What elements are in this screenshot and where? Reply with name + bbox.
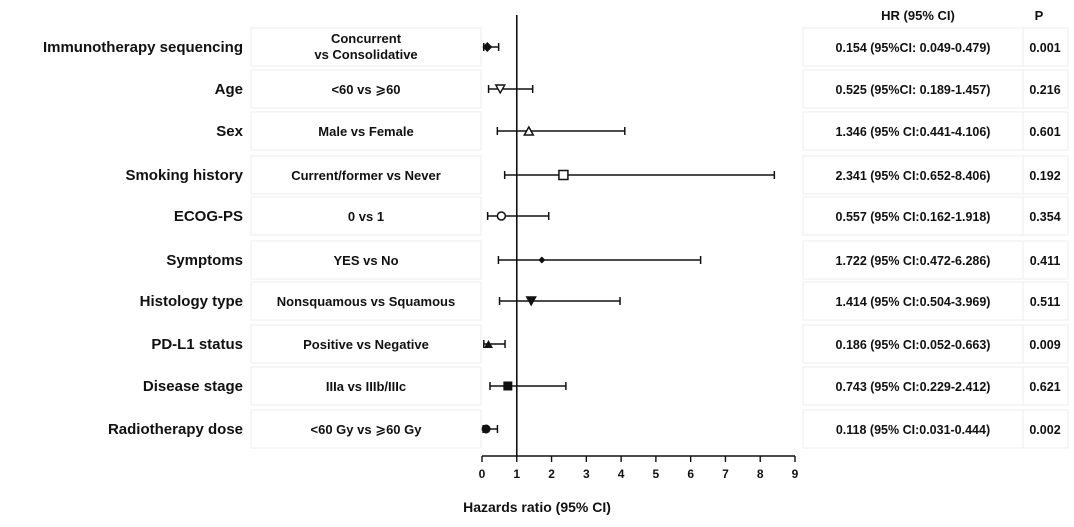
variable-label: Smoking history — [125, 167, 243, 184]
hr-point — [494, 84, 506, 95]
hr-ci-text: 0.154 (95%CI: 0.049-0.479) — [836, 41, 991, 55]
variable-label: Disease stage — [143, 378, 243, 395]
header-p: P — [1035, 8, 1044, 23]
p-value: 0.192 — [1029, 169, 1060, 183]
comparison-cell — [250, 366, 482, 406]
comparison-cell — [250, 69, 482, 109]
comparison-label: Nonsquamous vs Squamous — [277, 294, 455, 309]
comparison-cell — [250, 240, 482, 280]
x-tick-label: 5 — [653, 467, 660, 481]
p-value: 0.354 — [1029, 210, 1060, 224]
p-value: 0.511 — [1030, 295, 1061, 309]
comparison-label: 0 vs 1 — [348, 209, 384, 224]
comparison-cell — [250, 409, 482, 449]
variable-label: Age — [215, 81, 243, 98]
p-value: 0.621 — [1029, 380, 1060, 394]
hr-ci-text: 1.722 (95% CI:0.472-6.286) — [836, 254, 991, 268]
variable-label: PD-L1 status — [151, 336, 243, 353]
p-cell — [1022, 409, 1069, 449]
p-value: 0.411 — [1030, 254, 1061, 268]
x-tick-label: 8 — [757, 467, 764, 481]
x-tick-label: 9 — [792, 467, 799, 481]
comparison-label: <60 vs ⩾60 — [331, 82, 400, 97]
p-cell — [1022, 27, 1069, 67]
header-hr: HR (95% CI) — [881, 8, 955, 23]
hr-ci-text: 0.186 (95% CI:0.052-0.663) — [836, 338, 991, 352]
forest-row: ECOG-PS 0 vs 1 0.557 (95% CI:0.162-1.918) 0… — [174, 208, 1061, 225]
variable-label: Histology type — [140, 293, 243, 310]
variable-label: ECOG-PS — [174, 208, 243, 225]
p-value: 0.216 — [1029, 83, 1060, 97]
comparison-cell — [250, 324, 482, 364]
comparison-cell-borders — [250, 27, 482, 449]
variable-label: Sex — [216, 123, 243, 140]
hr-ci-text: 1.346 (95% CI:0.441-4.106) — [836, 125, 991, 139]
forest-row: Symptoms YES vs No 1.722 (95% CI:0.472-6.2… — [166, 252, 1060, 269]
p-cell — [1022, 324, 1069, 364]
p-cell — [1022, 155, 1069, 195]
variable-label: Symptoms — [166, 252, 243, 269]
x-tick-label: 4 — [618, 467, 625, 481]
hr-ci-text: 1.414 (95% CI:0.504-3.969) — [836, 295, 991, 309]
forest-row: PD-L1 status Positive vs Negative 0.186 (9… — [151, 336, 1060, 353]
p-value: 0.002 — [1029, 423, 1060, 437]
hr-point — [482, 42, 493, 52]
hr-point — [483, 340, 493, 348]
forest-row: Smoking history Current/former vs Never 2.… — [125, 167, 1060, 184]
comparison-label: vs Consolidative — [314, 47, 417, 62]
comparison-cell — [250, 155, 482, 195]
hr-point — [538, 256, 546, 264]
comparison-cell — [250, 281, 482, 321]
x-tick-label: 6 — [687, 467, 694, 481]
comparison-label: Male vs Female — [318, 124, 413, 139]
hr-point — [503, 381, 513, 391]
hr-point — [523, 125, 535, 136]
p-cell — [1022, 111, 1069, 151]
hr-point — [496, 211, 507, 221]
x-tick-label: 3 — [583, 467, 590, 481]
p-cell — [1022, 69, 1069, 109]
hr-ci-text: 0.118 (95% CI:0.031-0.444) — [836, 423, 990, 437]
comparison-cell — [250, 196, 482, 236]
hr-point — [481, 424, 491, 434]
hr-ci-text: 0.743 (95% CI:0.229-2.412) — [836, 380, 991, 394]
hr-ci-text: 0.525 (95%CI: 0.189-1.457) — [836, 83, 991, 97]
p-cell — [1022, 240, 1069, 280]
p-value: 0.009 — [1029, 338, 1060, 352]
comparison-label: Concurrent — [331, 31, 402, 46]
x-axis-label: Hazards ratio (95% CI) — [463, 499, 611, 515]
hr-ci-text: 2.341 (95% CI:0.652-8.406) — [836, 169, 991, 183]
forest-row: Histology type Nonsquamous vs Squamous 1.4… — [140, 293, 1061, 310]
x-tick-label: 2 — [548, 467, 555, 481]
hr-cell-borders — [802, 27, 1069, 449]
comparison-cell — [250, 111, 482, 151]
p-cell — [1022, 196, 1069, 236]
forest-row: Age <60 vs ⩾60 0.525 (95%CI: 0.189-1.457) 0… — [215, 81, 1061, 98]
x-axis: 0 1 2 3 4 5 6 7 8 9 — [479, 15, 799, 481]
p-value: 0.001 — [1029, 41, 1060, 55]
forest-row: Disease stage IIIa vs IIIb/IIIc 0.743 (95%… — [143, 378, 1061, 395]
x-tick-label: 0 — [479, 467, 486, 481]
variable-label: Immunotherapy sequencing — [43, 39, 243, 56]
hr-ci-text: 0.557 (95% CI:0.162-1.918) — [836, 210, 991, 224]
forest-row: Sex Male vs Female 1.346 (95% CI:0.441-4.1… — [216, 123, 1060, 140]
p-cell — [1022, 281, 1069, 321]
comparison-cell — [250, 27, 482, 67]
x-tick-label: 7 — [722, 467, 729, 481]
comparison-label: IIIa vs IIIb/IIIc — [326, 379, 406, 394]
p-cell — [1022, 366, 1069, 406]
variable-label: Radiotherapy dose — [108, 421, 243, 438]
hr-point — [558, 169, 569, 181]
p-value: 0.601 — [1029, 125, 1060, 139]
comparison-label: <60 Gy vs ⩾60 Gy — [311, 422, 423, 437]
comparison-label: Current/former vs Never — [291, 168, 441, 183]
comparison-label: Positive vs Negative — [303, 337, 429, 352]
forest-row: Radiotherapy dose <60 Gy vs ⩾60 Gy 0.118 (… — [108, 421, 1061, 438]
hr-point — [525, 296, 537, 307]
x-tick-label: 1 — [513, 467, 520, 481]
comparison-label: YES vs No — [333, 253, 398, 268]
